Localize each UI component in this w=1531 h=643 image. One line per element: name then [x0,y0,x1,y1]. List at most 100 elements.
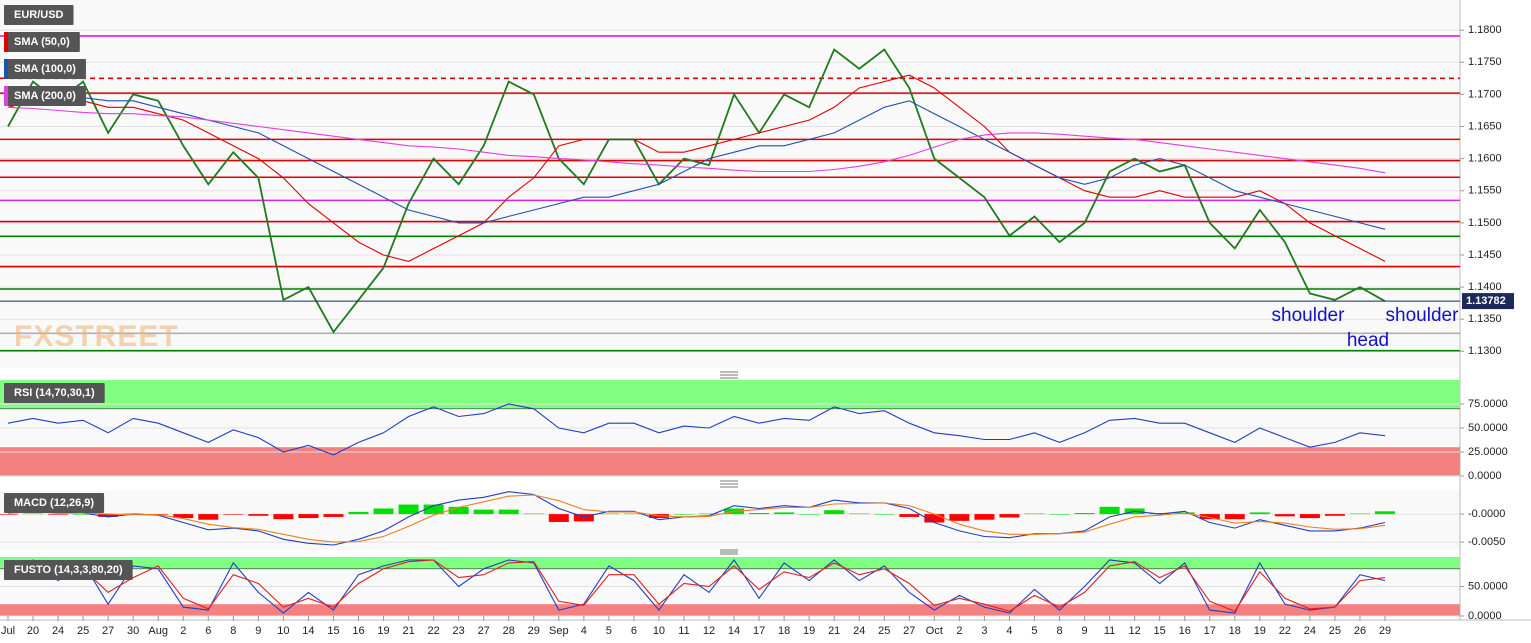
histogram-bar [73,514,94,515]
series-line [7,106,1386,174]
histogram-bar [673,514,694,515]
histogram-bar [298,514,319,519]
title-color [4,59,8,79]
histogram-bar [699,513,720,515]
x-tick-label: 24 [1304,625,1316,637]
x-tick-label: 25 [1329,625,1341,637]
title-color [4,86,8,106]
y-tick-label: 1.1750 [1468,56,1502,68]
x-tick-label: 27 [478,625,490,637]
indicator-title: MACD (12,26,9) [4,493,105,513]
y-tick-label: -0.0050 [1468,536,1505,548]
y-tick-label: 1.1300 [1468,345,1502,357]
histogram-bar [473,509,494,515]
x-tick-label: 14 [302,625,314,637]
x-tick-label: 6 [205,625,211,637]
histogram-bar [98,514,119,517]
x-tick-label: 20 [27,625,39,637]
histogram-bar [774,512,795,515]
x-tick-label: 21 [402,625,414,637]
histogram-bar [1299,514,1320,519]
x-tick-label: 5 [606,625,612,637]
y-tick-label: -0.0000 [1468,508,1505,520]
y-tick-label: 75.0000 [1468,398,1508,410]
y-tick-label: 1.1500 [1468,217,1502,229]
title-text: RSI (14,70,30,1) [14,387,95,399]
y-tick-label: 1.1550 [1468,185,1502,197]
series-line [7,74,1386,262]
histogram-bar [974,514,995,520]
histogram-bar [273,514,294,520]
title-box [4,493,105,513]
histogram-bar [48,514,69,515]
histogram-bar [999,514,1020,518]
indicator-title: SMA (50,0) [4,32,80,52]
indicator-title: EUR/USD [4,5,74,25]
x-tick-label: 22 [427,625,439,637]
histogram-bar [1249,512,1270,515]
histogram-bar [173,514,194,519]
histogram-bar [23,513,44,515]
x-tick-label: 8 [230,625,236,637]
histogram-bar [348,511,369,515]
y-tick-label: 1.1600 [1468,153,1502,165]
x-tick-label: 19 [377,625,389,637]
histogram-bar [623,513,644,515]
x-tick-label: 23 [453,625,465,637]
x-tick-label: 10 [277,625,289,637]
x-tick-label: 26 [1354,625,1366,637]
x-tick-label: 15 [327,625,339,637]
histogram-bar [824,510,845,515]
histogram-bar [323,514,344,517]
band [0,557,1460,569]
x-tick-label: 30 [127,625,139,637]
x-tick-label: 8 [1056,625,1062,637]
x-tick-label: 16 [352,625,364,637]
series-line [7,559,1386,614]
x-tick-label: 17 [1204,625,1216,637]
y-tick-label: 0.0000 [1468,610,1502,622]
series-line [7,403,1386,456]
histogram-bar [598,513,619,515]
x-tick-label: 5 [1031,625,1037,637]
histogram-bar [799,514,820,515]
indicator-title: SMA (100,0) [4,59,86,79]
series-line [8,494,1386,543]
panel-grip[interactable] [720,371,738,555]
histogram-bar [874,514,895,515]
y-tick-label: 25.0000 [1468,446,1508,458]
title-box [4,383,105,403]
histogram-bar [373,508,394,515]
y-tick-label: 1.1650 [1468,120,1502,132]
histogram-bar [198,514,219,520]
title-box [4,86,86,106]
histogram-bar [423,504,444,515]
series-line [7,48,1386,334]
histogram-bar [1199,514,1220,520]
x-tick-label: 24 [52,625,64,637]
histogram-bar [448,506,469,515]
histogram-bar [398,504,419,515]
watermark: FXSTREET [14,320,179,353]
x-tick-label: Jul [1,625,15,637]
histogram-bar [1375,511,1395,515]
histogram-bar [1349,513,1370,515]
x-tick-label: 19 [1254,625,1266,637]
x-tick-label: 15 [1154,625,1166,637]
y-tick-label: 1.1350 [1468,313,1502,325]
x-tick-label: Oct [926,625,943,637]
x-tick-label: 25 [878,625,890,637]
x-tick-label: 24 [853,625,865,637]
title-box [4,5,74,25]
histogram-bar [1074,512,1095,515]
x-tick-label: Aug [148,625,168,637]
x-tick-label: 12 [703,625,715,637]
x-tick-label: 18 [1229,625,1241,637]
y-tick-label: 1.1400 [1468,281,1502,293]
histogram-bar [899,514,920,517]
x-tick-label: 16 [1179,625,1191,637]
x-tick-label: 10 [653,625,665,637]
x-tick-label: 2 [956,625,962,637]
histogram-bar [523,513,544,515]
